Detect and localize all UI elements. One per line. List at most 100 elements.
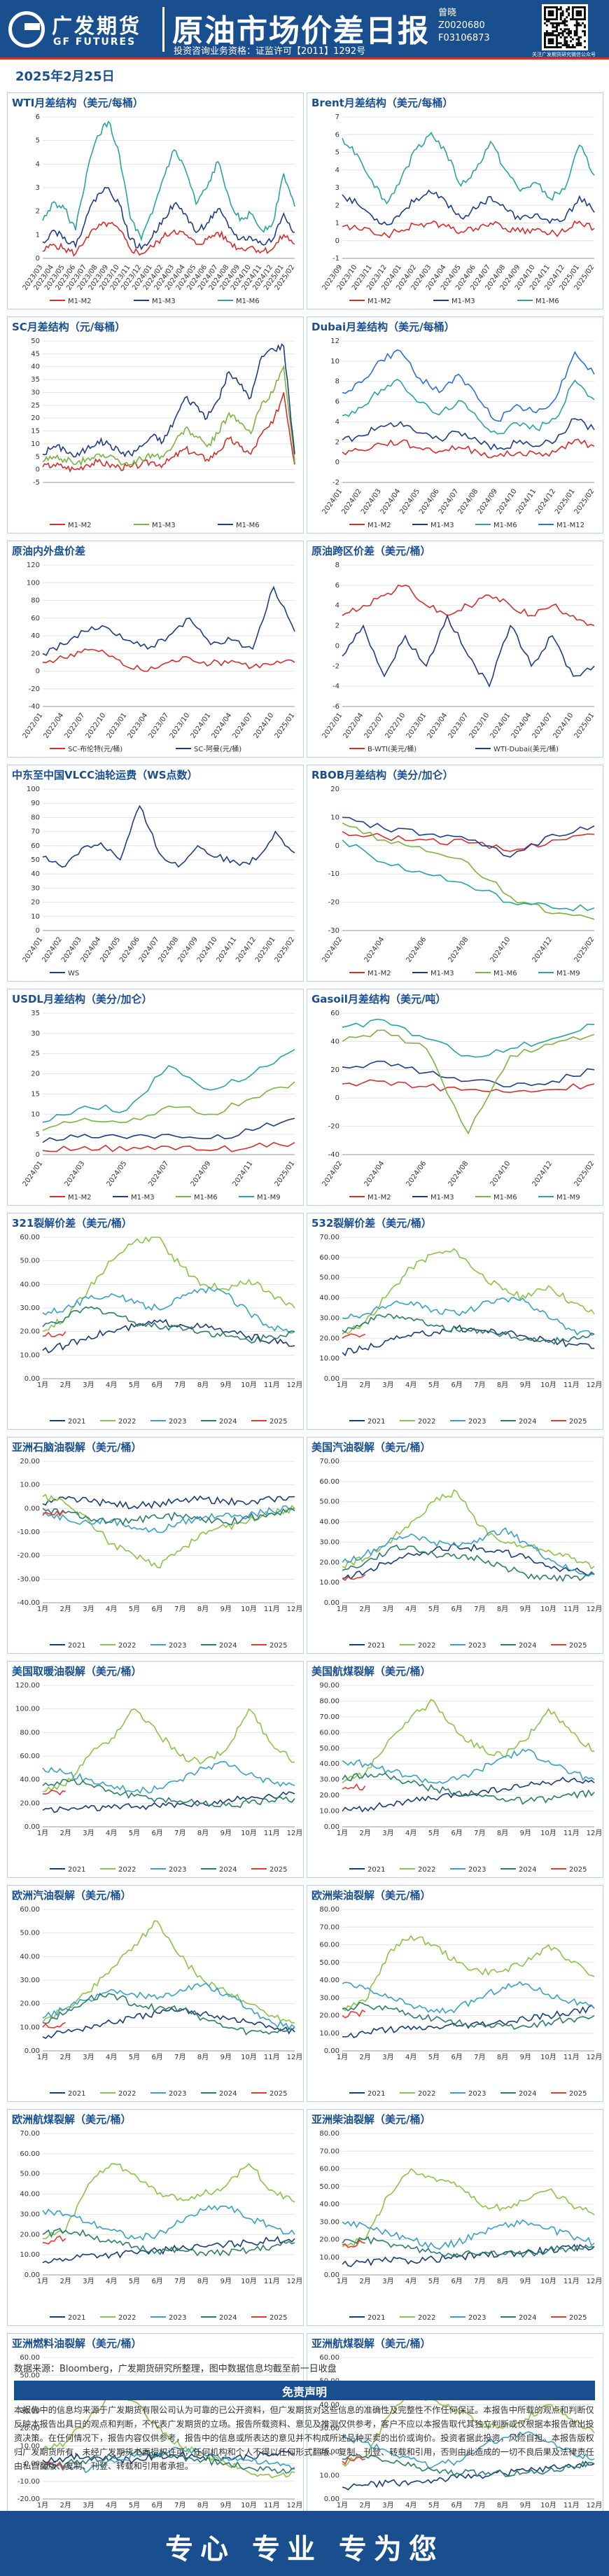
- legend-label: M1-M2: [68, 522, 92, 529]
- legend-label: 2022: [118, 2090, 136, 2098]
- y-tick-label: 80: [31, 597, 40, 605]
- series-line-2024: [342, 1313, 595, 1345]
- y-tick-label: 60.00: [20, 1906, 40, 1914]
- series-line-M1-M9: [42, 1049, 295, 1123]
- y-tick-label: 30: [31, 389, 40, 396]
- x-tick-label: 2月: [60, 2501, 71, 2509]
- legend-label: M1-M2: [68, 298, 92, 305]
- chart-title: USDL月差结构（美分/加仑）: [12, 993, 153, 1005]
- x-tick-label: 11月: [564, 1829, 580, 1837]
- x-tick-label: 4月: [106, 2277, 117, 2285]
- y-tick-label: 10.00: [20, 1351, 40, 1359]
- y-tick-label: 15: [31, 1090, 40, 1098]
- legend-label: 2022: [118, 1866, 136, 1874]
- y-tick-label: 20.00: [319, 1335, 340, 1342]
- date-bar: 2025年2月25日: [0, 62, 609, 87]
- series-line-2021: [42, 1495, 295, 1510]
- x-tick-label: 6月: [151, 2053, 162, 2061]
- x-tick-label: 11月: [264, 2501, 280, 2509]
- y-tick-label: 10.00: [319, 2030, 340, 2038]
- series-line-2025: [342, 1573, 366, 1581]
- y-tick-label: 3: [36, 184, 40, 192]
- legend-label: M1-M9: [257, 1194, 281, 1202]
- y-tick-label: 120.00: [15, 1682, 40, 1690]
- y-tick-label: -2: [332, 479, 340, 487]
- x-tick-label: 3月: [382, 2501, 393, 2509]
- y-tick-label: 8: [335, 562, 340, 569]
- series-line-WTI-Dubai(美元/桶): [342, 613, 595, 688]
- y-tick-label: 0: [335, 842, 340, 850]
- x-tick-label: 6月: [451, 2053, 462, 2061]
- series-line-2021: [42, 2007, 295, 2040]
- chart-title: RBOB月差结构（美分/加仑）: [312, 769, 454, 781]
- x-tick-label: 2025/02: [573, 935, 596, 963]
- x-tick-label: 1月: [37, 2053, 48, 2061]
- chart-title: 亚洲柴油裂解（美元/桶）: [312, 2113, 431, 2126]
- series-line-M1-M6: [342, 822, 595, 920]
- y-tick-label: 60.00: [20, 2354, 40, 2362]
- data-source-note: 数据来源：Bloomberg，广发期货研究所整理，图中数据信息均截至前一日收盘: [14, 2364, 337, 2374]
- qr-code-icon: [542, 4, 588, 50]
- series-line-2023: [342, 1527, 595, 1577]
- x-tick-label: 7月: [474, 1605, 485, 1613]
- x-tick-label: 2024/12: [531, 1160, 554, 1188]
- y-tick-label: -30.00: [18, 1575, 40, 1583]
- y-tick-label: 50: [31, 337, 40, 345]
- x-tick-label: 10月: [241, 2501, 257, 2509]
- y-tick-label: 20: [330, 786, 340, 793]
- y-tick-label: 80.00: [20, 1729, 40, 1736]
- x-tick-label: 9月: [220, 1829, 232, 1837]
- y-tick-label: 60.00: [319, 1942, 340, 1949]
- chart-brent: -1012345672023/092023/102023/112023/1220…: [321, 113, 596, 305]
- analyst-info: 曾晓 Z0020680 F03106873: [438, 7, 490, 45]
- x-tick-label: 12月: [287, 1605, 303, 1613]
- y-tick-label: 50.00: [20, 1930, 40, 1937]
- y-tick-label: 10.00: [20, 1482, 40, 1489]
- chart-title: 原油内外盘价差: [12, 545, 86, 557]
- legend-label: M1-M3: [152, 298, 176, 305]
- y-tick-label: 3: [335, 184, 340, 192]
- y-tick-label: 100.00: [15, 1706, 40, 1713]
- chart-panel-dubai: Dubai月差结构（美元/每桶） -2 0 2 4 6 8 10 12 2024/01 2024/0…: [307, 316, 603, 534]
- legend-label: 2025: [569, 1642, 587, 1650]
- x-tick-label: 2022/04: [43, 711, 66, 739]
- y-tick-label: 50.00: [319, 1274, 340, 1282]
- y-tick-label: 30.00: [319, 1776, 340, 1784]
- x-tick-label: 5月: [428, 1605, 440, 1613]
- x-tick-label: 9月: [220, 2277, 232, 2285]
- legend-label: M1-M6: [493, 970, 517, 977]
- series-line-M1-M2: [42, 392, 295, 473]
- legend-label: 2024: [519, 2314, 536, 2322]
- y-tick-label: 6: [335, 398, 340, 406]
- x-tick-label: 5月: [428, 1829, 440, 1837]
- x-tick-label: 11月: [264, 1605, 280, 1613]
- x-tick-label: 2024/10: [552, 711, 575, 739]
- y-tick-label: 60.00: [20, 2150, 40, 2158]
- x-tick-label: 3月: [382, 1381, 393, 1389]
- x-tick-label: 6月: [151, 1829, 162, 1837]
- y-tick-label: 1: [335, 220, 340, 228]
- legend-label: 2025: [270, 2314, 287, 2322]
- series-line-2024: [342, 1544, 595, 1582]
- y-tick-label: 40.00: [20, 1953, 40, 1961]
- analyst-name: 曾晓: [438, 8, 457, 18]
- chart-crack532: 0.00 10.00 20.00 30.00 40.00 50.00 60.00 70.00 1…: [319, 1234, 602, 1426]
- x-tick-label: 11月: [564, 2053, 580, 2061]
- x-tick-label: 2月: [60, 1829, 71, 1837]
- y-tick-label: 0.00: [324, 1375, 340, 1383]
- x-tick-label: 7月: [174, 2053, 186, 2061]
- y-tick-label: 0.00: [24, 2047, 40, 2055]
- series-line-2022: [342, 1935, 595, 2012]
- legend-label: M1-M3: [430, 522, 454, 529]
- y-tick-label: 40.00: [319, 1977, 340, 1984]
- y-tick-label: 50.00: [319, 2183, 340, 2191]
- legend-label: M1-M6: [194, 1194, 218, 1202]
- y-tick-label: 20.00: [20, 2425, 40, 2432]
- y-tick-label: 40: [31, 363, 40, 371]
- x-tick-label: 10月: [241, 1605, 257, 1613]
- y-tick-label: 70.00: [319, 1234, 340, 1241]
- y-tick-label: 10.00: [319, 1808, 340, 1816]
- y-tick-label: 70.00: [319, 1923, 340, 1931]
- series-line-2025: [42, 2235, 66, 2245]
- legend-label: SC-布伦特(元/桶): [68, 744, 122, 753]
